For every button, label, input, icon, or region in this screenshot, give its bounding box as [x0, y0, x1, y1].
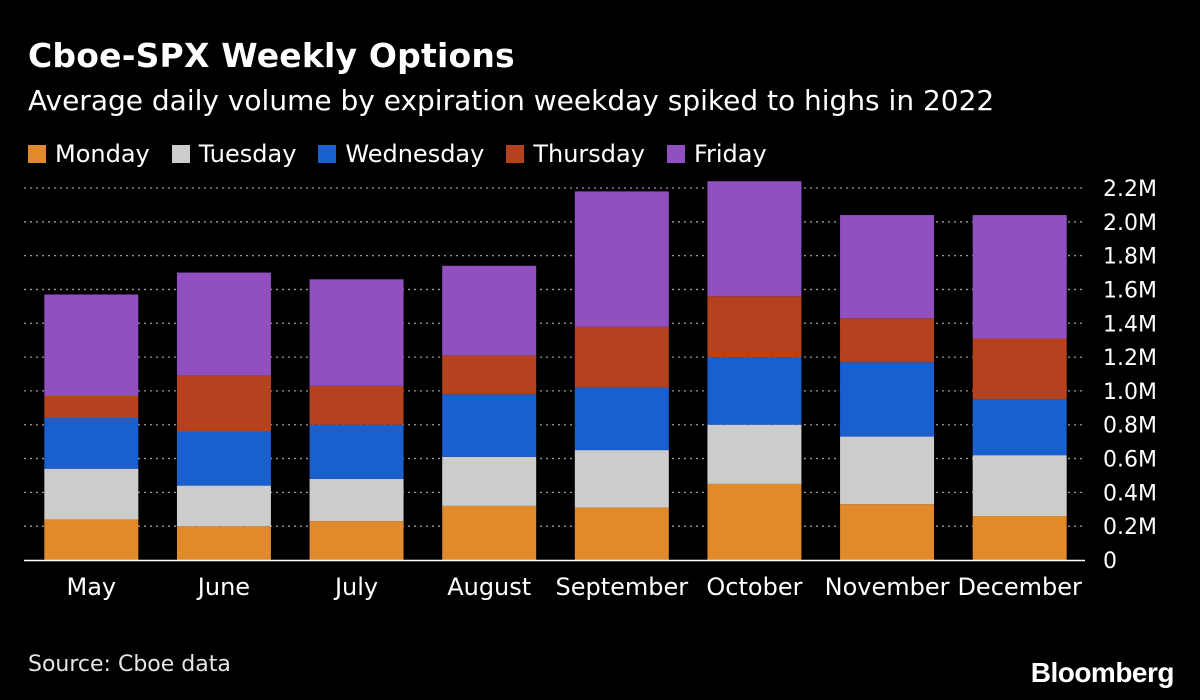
- bar-segment-tuesday-july: [309, 478, 404, 522]
- x-tick-label: December: [957, 573, 1082, 601]
- bar-segment-tuesday-december: [972, 455, 1067, 517]
- legend-item-wednesday: Wednesday: [318, 140, 484, 168]
- bar-segment-thursday-may: [44, 395, 139, 418]
- bar-segment-thursday-june: [176, 375, 271, 432]
- x-tick-label: May: [67, 573, 117, 601]
- chart-subtitle: Average daily volume by expiration weekd…: [28, 84, 995, 117]
- bar-segment-friday-august: [442, 265, 537, 356]
- legend-swatch: [171, 145, 190, 163]
- y-tick-label: 0: [1103, 549, 1117, 574]
- bar-segment-monday-november: [840, 504, 935, 560]
- legend-swatch: [318, 145, 337, 163]
- legend-label: Tuesday: [198, 140, 297, 168]
- bar-segment-monday-june: [176, 526, 271, 560]
- bar-segment-thursday-december: [972, 338, 1067, 400]
- x-tick-label: October: [706, 573, 802, 601]
- bar-segment-tuesday-november: [840, 436, 935, 505]
- x-tick-label: July: [333, 573, 378, 601]
- y-tick-label: 1.6M: [1103, 278, 1157, 303]
- legend-item-thursday: Thursday: [506, 140, 645, 168]
- bar-segment-wednesday-october: [707, 357, 802, 425]
- chart-title: Cboe-SPX Weekly Options: [28, 36, 515, 75]
- bar-segment-friday-september: [574, 191, 669, 327]
- bar-segment-friday-december: [972, 215, 1067, 339]
- legend-label: Monday: [55, 140, 150, 168]
- bar-segment-wednesday-november: [840, 362, 935, 437]
- bar-segment-monday-august: [442, 505, 537, 560]
- legend-item-monday: Monday: [28, 140, 150, 168]
- bar-segment-friday-october: [707, 181, 802, 297]
- y-tick-label: 0.4M: [1103, 481, 1157, 506]
- bar-segment-wednesday-june: [176, 431, 271, 486]
- legend-swatch: [506, 145, 525, 163]
- bar-segment-thursday-august: [442, 355, 537, 395]
- legend-label: Thursday: [533, 140, 645, 168]
- bar-segment-tuesday-october: [707, 424, 802, 484]
- stacked-bar-chart: 0 0.2M 0.4M 0.6M 0.8M 1.0M 1.2M 1.4M 1.6M 1.8M 2.0…: [24, 177, 1157, 601]
- bar-segment-thursday-november: [840, 318, 935, 363]
- bar-segment-monday-october: [707, 483, 802, 560]
- bar-segment-friday-november: [840, 215, 935, 319]
- bar-segment-wednesday-july: [309, 424, 404, 479]
- bar-segment-monday-july: [309, 521, 404, 560]
- bar-segment-monday-september: [574, 507, 669, 560]
- bar-segment-wednesday-december: [972, 399, 1067, 456]
- legend-label: Friday: [693, 140, 767, 168]
- bar-segment-tuesday-september: [574, 450, 669, 508]
- bar-segment-wednesday-september: [574, 387, 669, 451]
- y-tick-label: 2.2M: [1103, 177, 1157, 202]
- y-tick-label: 1.0M: [1103, 380, 1157, 405]
- legend-item-tuesday: Tuesday: [171, 140, 297, 168]
- bar-segment-wednesday-may: [44, 417, 139, 469]
- bar-segment-thursday-october: [707, 296, 802, 358]
- bar-segment-friday-july: [309, 279, 404, 386]
- bar-segment-monday-december: [972, 516, 1067, 560]
- x-tick-label: September: [555, 573, 688, 601]
- legend-swatch: [666, 145, 685, 163]
- y-tick-label: 1.2M: [1103, 346, 1157, 371]
- chart-legend: Monday Tuesday Wednesday Thursday Friday: [28, 140, 789, 168]
- y-tick-label: 2.0M: [1103, 211, 1157, 236]
- bar-segment-tuesday-may: [44, 468, 139, 520]
- x-tick-label: June: [196, 573, 250, 601]
- legend-label: Wednesday: [345, 140, 485, 168]
- y-tick-label: 0.6M: [1103, 448, 1157, 473]
- x-tick-label: November: [825, 573, 950, 601]
- legend-item-friday: Friday: [666, 140, 767, 168]
- bar-segment-friday-may: [44, 294, 139, 396]
- bar-segment-monday-may: [44, 519, 139, 560]
- bar-segment-thursday-september: [574, 326, 669, 388]
- bar-segment-thursday-july: [309, 385, 404, 425]
- bar-segment-tuesday-august: [442, 456, 537, 506]
- source-note: Source: Cboe data: [28, 652, 231, 677]
- x-tick-label: August: [447, 573, 531, 601]
- y-tick-label: 0.8M: [1103, 414, 1157, 439]
- y-tick-label: 0.2M: [1103, 515, 1157, 540]
- bar-segment-tuesday-june: [176, 485, 271, 527]
- bar-segment-friday-june: [176, 272, 271, 376]
- y-tick-label: 1.8M: [1103, 245, 1157, 270]
- brand-logo: Bloomberg: [1030, 657, 1175, 688]
- bar-segment-wednesday-august: [442, 394, 537, 457]
- legend-swatch: [28, 145, 46, 163]
- y-tick-label: 1.4M: [1103, 312, 1157, 337]
